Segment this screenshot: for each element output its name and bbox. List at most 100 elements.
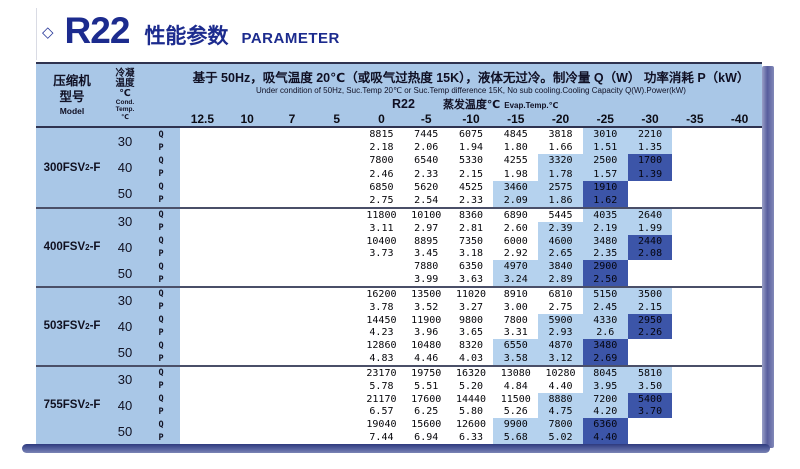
q-value-cell: [717, 260, 762, 273]
p-value-cell: [225, 194, 270, 207]
q-value-cell: [672, 418, 717, 431]
q-value-cell: [270, 314, 315, 327]
p-value-cell: [314, 405, 359, 418]
p-value-cell: 5.80: [458, 406, 484, 418]
table-body: 300FSV 2 -F 30 Q 8815 7445 6075 4845 3818 3010 2210…: [36, 128, 762, 444]
q-value-cell: 5150: [582, 288, 628, 301]
p-value-cell: [359, 273, 404, 286]
p-value-cell: [314, 222, 359, 235]
q-value-cell: 17600: [411, 393, 442, 405]
q-value-cell: [672, 393, 717, 406]
p-value-cell: 3.96: [414, 327, 439, 339]
q-value-cell: 7350: [458, 235, 484, 247]
p-value-cell: [717, 168, 762, 181]
cond-temp: 50: [108, 339, 142, 365]
q-value-cell: 3480: [582, 339, 628, 353]
q-value-cell: [270, 367, 315, 380]
p-value-cell: [225, 273, 270, 286]
q-value-cell: 13500: [411, 288, 442, 300]
qp-label: P: [142, 326, 180, 340]
p-value-cell: 4.84: [503, 380, 528, 392]
q-value-cell: 6075: [458, 129, 484, 141]
q-value-cell: [672, 209, 717, 222]
q-value-cell: 2440: [627, 234, 673, 248]
evap-temp-label-cn: 蒸发温度℃: [442, 99, 501, 111]
p-value-cell: 2.75: [548, 301, 573, 313]
cond-temp: 30: [108, 209, 142, 235]
q-value-cell: 5810: [627, 367, 673, 380]
p-value-cell: 3.73: [369, 248, 394, 260]
p-value-cell: [717, 326, 762, 339]
qp-label: Q: [142, 313, 180, 327]
p-value-cell: [717, 380, 762, 393]
q-value-cell: [359, 260, 404, 273]
model-block: 400FSV 2 -F 30 Q 11800 10100 8360 6890 5445 4035 26…: [36, 207, 762, 286]
q-value-cell: 16200: [366, 288, 397, 300]
p-value-cell: 4.46: [414, 353, 439, 365]
title-cn: 性能参数: [144, 25, 229, 48]
q-value-cell: [314, 393, 359, 406]
q-value-cell: [717, 393, 762, 406]
q-value-cell: [628, 418, 673, 431]
q-value-cell: 6360: [582, 418, 628, 432]
p-value-cell: 1.98: [503, 168, 528, 180]
q-value-cell: [180, 367, 225, 380]
p-value-cell: 3.45: [414, 248, 439, 260]
q-value-cell: [628, 260, 673, 273]
q-value-cell: 11020: [455, 288, 487, 300]
q-value-cell: [717, 209, 762, 222]
p-value-cell: 5.68: [493, 431, 539, 444]
q-value-cell: [314, 235, 359, 248]
p-value-cell: [270, 405, 315, 418]
cond-temp: 30: [108, 367, 142, 393]
evap-temp-label-row: R22 蒸发温度℃ Evap.Temp.℃: [392, 96, 762, 112]
p-value-cell: [225, 222, 270, 235]
p-value-cell: 3.11: [369, 222, 394, 234]
p-value-cell: [314, 431, 359, 444]
p-value-cell: [717, 222, 762, 235]
q-value-cell: [672, 367, 717, 380]
p-value-cell: 2.09: [493, 193, 539, 207]
qp-label: Q: [142, 180, 180, 194]
q-value-cell: 2640: [627, 209, 673, 222]
p-value-cell: 3.24: [493, 273, 539, 286]
q-value-cell: 7800: [538, 418, 583, 432]
q-value-cell: 8320: [458, 340, 484, 352]
q-value-cell: [225, 288, 270, 301]
p-value-cell: [717, 247, 762, 260]
cond-header-en2: Temp.: [115, 106, 135, 114]
p-value-cell: 5.26: [503, 406, 528, 418]
qp-label: Q: [142, 367, 180, 380]
p-value-cell: 4.83: [369, 353, 394, 365]
q-value-cell: [314, 181, 359, 194]
p-value-cell: [180, 222, 225, 235]
p-value-cell: [672, 273, 717, 286]
p-value-cell: [180, 301, 225, 314]
q-value-cell: [717, 339, 762, 352]
q-value-cell: 5400: [627, 392, 673, 406]
q-value-cell: 19750: [411, 367, 442, 379]
p-value-cell: [628, 194, 673, 207]
evap-temp-header: -5: [420, 112, 432, 126]
q-value-cell: 6550: [493, 339, 539, 353]
q-value-cell: 3460: [493, 180, 539, 194]
model-name: 400FSV 2 -F: [36, 209, 108, 286]
q-value-cell: 6850: [369, 181, 394, 193]
p-value-cell: [270, 431, 315, 444]
q-value-cell: 5620: [414, 181, 439, 193]
q-value-cell: [672, 154, 717, 167]
q-value-cell: [180, 288, 225, 301]
p-value-cell: 6.25: [414, 406, 439, 418]
q-value-cell: 2950: [627, 313, 673, 327]
p-value-cell: 3.70: [627, 405, 673, 419]
cond-header-deg1: ℃: [119, 88, 131, 100]
q-value-cell: [717, 154, 762, 167]
q-value-cell: 11900: [411, 314, 442, 326]
p-value-cell: [270, 168, 315, 181]
evap-temp-header: -35: [686, 112, 704, 126]
q-value-cell: 2900: [582, 260, 628, 274]
p-value-cell: 3.27: [458, 301, 484, 313]
q-value-cell: [717, 418, 762, 431]
p-value-cell: [180, 431, 225, 444]
